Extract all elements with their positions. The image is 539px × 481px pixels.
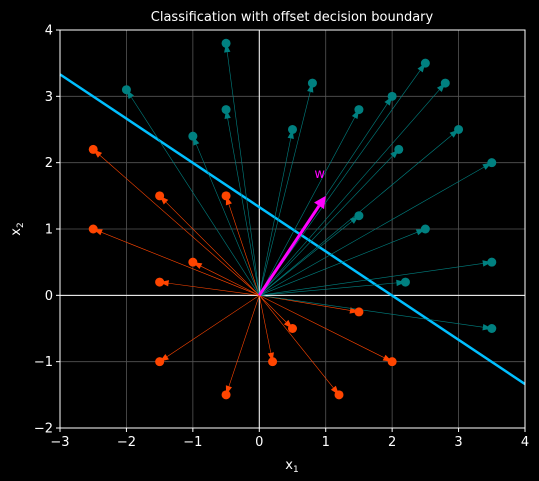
- weight-vector: [258, 195, 326, 297]
- y-tick-label: −1: [34, 355, 53, 370]
- positive-vector-shaft: [259, 282, 397, 296]
- negative-vector-shaft: [259, 295, 287, 323]
- y-tick-label: −2: [34, 422, 53, 437]
- positive-point: [487, 158, 497, 168]
- x-tick-label: −3: [50, 435, 69, 450]
- decision-boundary-group: [59, 73, 526, 386]
- positive-point: [487, 257, 497, 267]
- x-tick-label: −1: [183, 435, 202, 450]
- positive-vector-shaft: [259, 295, 483, 328]
- negative-point: [354, 307, 364, 317]
- negative-vector-shaft: [168, 282, 260, 296]
- positive-vector-shaft: [259, 89, 440, 296]
- positive-point: [354, 105, 364, 115]
- positive-vector-shaft: [258, 138, 292, 296]
- negative-point: [188, 257, 198, 267]
- negative-vector-shaft: [259, 295, 334, 388]
- y-axis-label-main: x: [9, 228, 24, 236]
- positive-point: [288, 125, 297, 134]
- y-ticks: −2 −1 0 1 2 3 4: [34, 24, 60, 437]
- x-tick-label: 0: [255, 435, 263, 450]
- weight-vector-label: w: [314, 167, 325, 182]
- negative-point: [387, 357, 397, 367]
- negative-vector-shaft: [228, 295, 260, 387]
- positive-vector-shaft: [131, 97, 260, 296]
- negative-vector-shaft: [166, 295, 260, 357]
- positive-vector-head: [396, 279, 406, 287]
- positive-vector: [259, 279, 406, 296]
- negative-point: [288, 324, 297, 333]
- negative-vector-shaft: [101, 232, 260, 296]
- negative-vector-shaft: [259, 295, 351, 311]
- positive-point: [454, 125, 464, 134]
- chart-title: Classification with offset decision boun…: [151, 10, 434, 25]
- positive-vector-shaft: [259, 166, 485, 296]
- negative-point: [155, 357, 165, 367]
- negative-point: [155, 277, 165, 287]
- positive-vector-shaft: [258, 91, 311, 296]
- y-tick-label: 1: [45, 223, 53, 238]
- positive-point: [487, 324, 497, 333]
- x-axis-label-sub: 1: [293, 465, 299, 475]
- negative-vector-shaft: [228, 204, 260, 296]
- positive-vector-shaft: [196, 144, 260, 296]
- y-axis-label: x2: [9, 222, 26, 235]
- negative-vector-shaft: [99, 155, 260, 296]
- negative-point: [221, 191, 231, 201]
- y-axis-label-sub: 2: [16, 222, 26, 228]
- positive-vector-shaft: [259, 263, 483, 296]
- y-tick-label: 3: [45, 90, 53, 105]
- positive-vector-shaft: [227, 118, 260, 296]
- y-tick-label: 2: [45, 156, 53, 171]
- positive-point: [400, 277, 410, 287]
- positive-point: [221, 38, 231, 48]
- negative-vector-shaft: [259, 295, 385, 358]
- positive-point: [354, 211, 364, 221]
- positive-point: [188, 131, 198, 141]
- x-tick-label: 1: [322, 435, 330, 450]
- x-tick-label: −2: [117, 435, 136, 450]
- negative-point: [268, 357, 278, 367]
- positive-vector-shaft: [259, 221, 353, 296]
- y-tick-label: 0: [45, 289, 53, 304]
- x-axis-label: x1: [285, 458, 298, 475]
- positive-vector-shaft: [259, 117, 355, 296]
- positive-point: [121, 85, 131, 95]
- x-tick-label: 4: [521, 435, 529, 450]
- y-tick-label: 4: [45, 24, 53, 39]
- weight-vector-group: w: [258, 167, 326, 297]
- weight-vector-head: [314, 195, 326, 210]
- zero-axes: [60, 30, 525, 428]
- negative-point: [88, 144, 98, 154]
- negative-point: [88, 224, 98, 234]
- negative-vector-shaft: [258, 295, 272, 353]
- positive-vector-shaft: [259, 155, 393, 296]
- positive-point: [394, 144, 404, 154]
- negative-vector-shaft: [165, 201, 260, 296]
- negative-vector-shaft: [200, 265, 260, 296]
- points: [88, 38, 497, 400]
- x-ticks: −3 −2 −1 0 1 2 3 4: [50, 428, 529, 450]
- x-axis-label-main: x: [285, 458, 293, 473]
- decision-boundary: [59, 73, 526, 386]
- positive-point: [387, 91, 397, 101]
- positive-vector-shaft: [226, 52, 260, 296]
- weight-vector-shaft: [258, 204, 321, 297]
- negative-point: [221, 390, 231, 400]
- negative-point: [155, 191, 165, 201]
- x-tick-label: 2: [388, 435, 396, 450]
- positive-point: [420, 58, 430, 68]
- vectors: [93, 43, 492, 395]
- positive-vector-shaft: [259, 232, 418, 296]
- positive-point: [221, 105, 231, 115]
- positive-point: [440, 78, 450, 88]
- negative-point: [334, 390, 344, 400]
- x-tick-label: 3: [454, 435, 462, 450]
- positive-point: [307, 78, 317, 88]
- positive-point: [420, 224, 430, 234]
